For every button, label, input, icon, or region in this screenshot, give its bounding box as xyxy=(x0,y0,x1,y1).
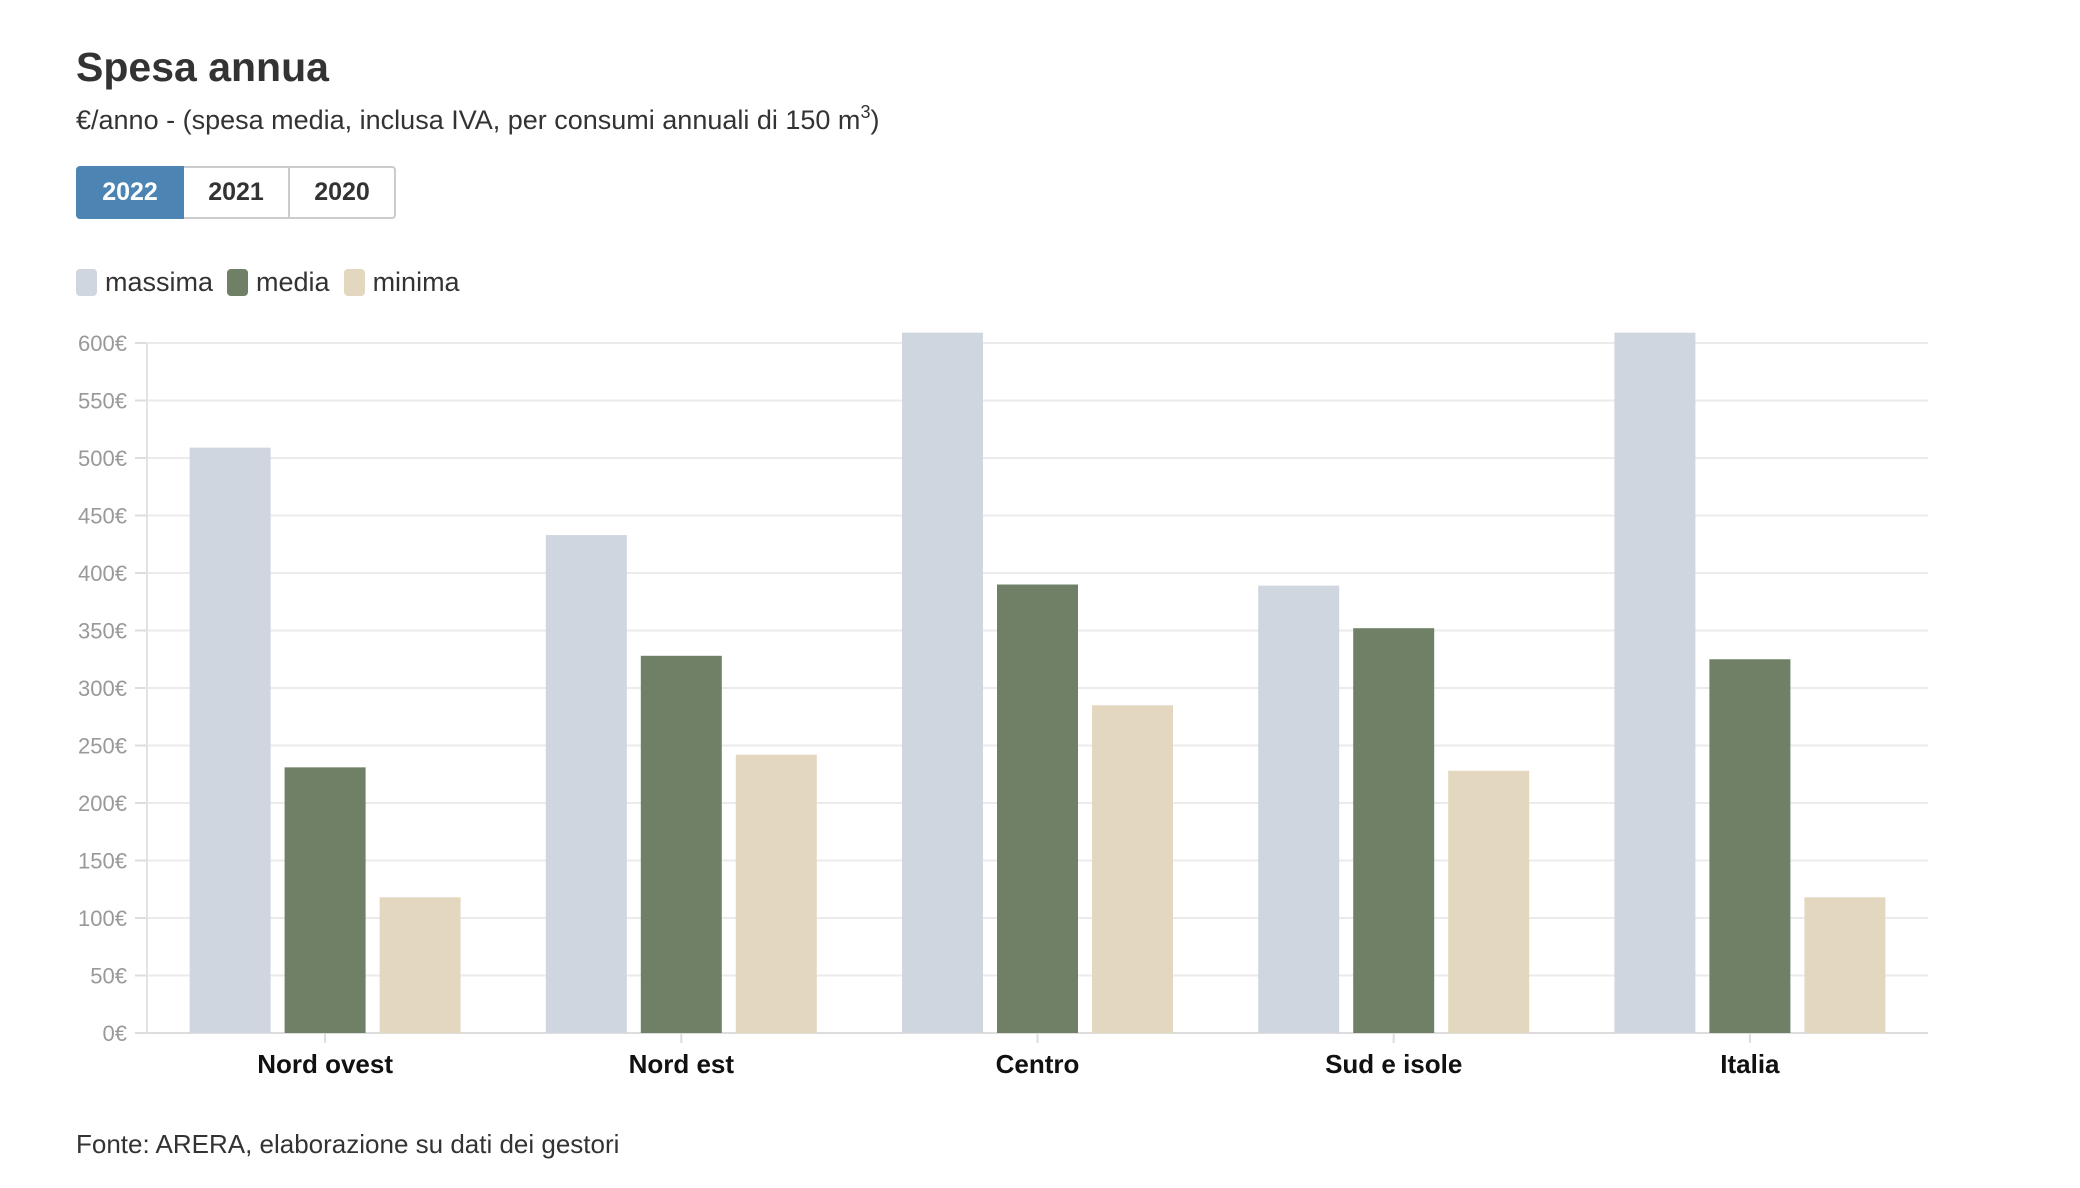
tab-2022[interactable]: 2022 xyxy=(76,166,184,219)
chart-title: Spesa annua xyxy=(76,44,329,90)
bars-layer xyxy=(189,332,1886,1033)
y-tick-label: 150€ xyxy=(78,849,127,874)
x-tick-label: Centro xyxy=(996,1049,1080,1079)
y-axis-ticks: 0€ 50€ 100€ 150€ 200€ 250€ 300€ 350€ 400€ 450€ 500… xyxy=(78,331,127,1046)
bar-media xyxy=(997,584,1078,1033)
y-tick-label: 400€ xyxy=(78,561,127,586)
bar-minima xyxy=(1804,897,1886,1033)
x-tick-label: Nord ovest xyxy=(257,1049,393,1079)
x-axis-ticks: Nord ovest Nord est Centro Sud e isole Itali… xyxy=(257,1033,1780,1079)
y-tick-label: 350€ xyxy=(78,619,127,644)
bar-massima xyxy=(902,332,983,1033)
year-tabs: 2022 2021 2020 xyxy=(76,166,396,219)
bar-media xyxy=(640,655,722,1033)
y-tick-label: 550€ xyxy=(78,389,127,414)
bar-massima xyxy=(1258,585,1340,1033)
legend-item-media: media xyxy=(227,267,330,298)
bar-minima xyxy=(735,754,817,1033)
x-tick-label: Nord est xyxy=(629,1049,735,1079)
bar-massima xyxy=(1614,332,1696,1033)
legend-label-media: media xyxy=(256,267,330,297)
legend-label-massima: massima xyxy=(105,267,214,297)
y-tick-label: 500€ xyxy=(78,446,127,471)
legend-item-minima: minima xyxy=(343,267,460,298)
legend-label-minima: minima xyxy=(372,267,460,297)
y-tick-label: 600€ xyxy=(78,331,127,356)
bar-minima xyxy=(379,897,461,1033)
y-tick-label: 0€ xyxy=(103,1021,127,1046)
bar-media xyxy=(1353,628,1435,1033)
legend-swatch-massima xyxy=(76,269,97,296)
legend-swatch-media xyxy=(227,269,249,296)
y-tick-label: 50€ xyxy=(90,964,127,989)
subtitle-close: ) xyxy=(870,105,880,135)
bar-minima xyxy=(1448,770,1530,1033)
y-tick-label: 200€ xyxy=(78,791,127,816)
tab-2020[interactable]: 2020 xyxy=(288,166,396,219)
y-tick-label: 450€ xyxy=(78,504,127,529)
subtitle-superscript: 3 xyxy=(860,102,871,122)
y-tick-label: 300€ xyxy=(78,676,127,701)
legend-swatch-minima xyxy=(343,269,365,296)
bar-minima xyxy=(1092,705,1173,1033)
y-tick-label: 100€ xyxy=(78,906,127,931)
chart-source: Fonte: ARERA, elaborazione su dati dei g… xyxy=(76,1129,620,1159)
chart-subtitle: €/anno - (spesa media, inclusa IVA, per … xyxy=(76,100,879,140)
subtitle-text: €/anno - (spesa media, inclusa IVA, per … xyxy=(76,105,861,135)
bar-media xyxy=(1709,659,1791,1033)
bar-massima xyxy=(189,447,271,1033)
bar-massima xyxy=(545,535,627,1033)
y-tick-label: 250€ xyxy=(78,734,127,759)
x-tick-label: Italia xyxy=(1720,1049,1780,1079)
bar-media xyxy=(284,767,366,1033)
legend-item-massima: massima xyxy=(76,267,213,298)
x-tick-label: Sud e isole xyxy=(1325,1049,1462,1079)
chart-legend: massima media minima xyxy=(76,267,474,298)
